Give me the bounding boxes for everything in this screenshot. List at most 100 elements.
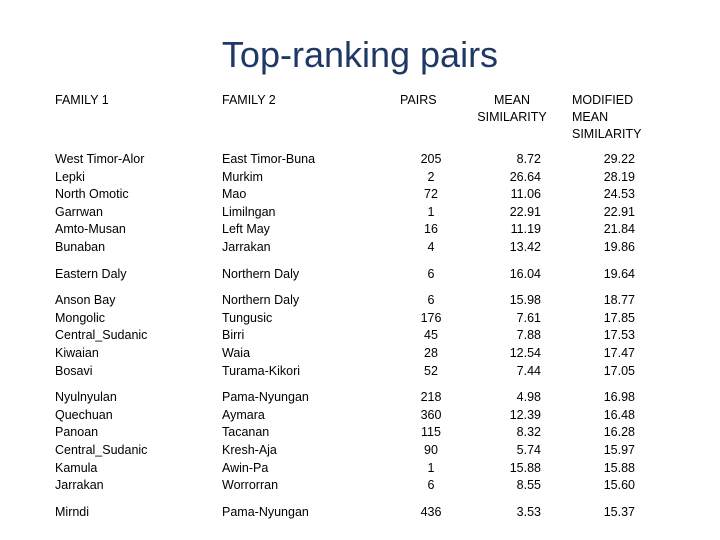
header-cell: PAIRS: [400, 93, 437, 107]
table-cell: 12.54: [509, 346, 541, 360]
table-cell: 26.64: [509, 169, 541, 184]
table-cell: Pama-Nyungan: [222, 390, 309, 405]
table-cell: 17.53: [603, 328, 635, 343]
table-cell: Mirndi: [55, 504, 90, 519]
table-cell: Worrorran: [222, 478, 279, 493]
header-cell: MEAN SIMILARITY: [477, 93, 547, 124]
table-cell: 1: [427, 204, 435, 219]
table-cell: Central_Sudanic: [55, 443, 148, 457]
table-cell: Kamula: [55, 460, 98, 475]
table-cell: Bunaban: [55, 240, 106, 254]
table-cell: 1: [427, 460, 435, 475]
table-cell: 115: [421, 425, 441, 440]
table-cell: 16: [424, 222, 438, 237]
table-cell: 90: [424, 443, 438, 457]
table-cell: Pama-Nyungan: [222, 504, 309, 519]
table-cell: Lepki: [55, 169, 85, 184]
table-cell: Anson Bay: [55, 293, 116, 308]
table-cell: 16.28: [603, 425, 635, 440]
table-cell: Central_Sudanic: [55, 328, 148, 343]
table-cell: Birri: [222, 328, 245, 343]
table-cell: 22.91: [603, 204, 635, 219]
slide-title: Top-ranking pairs: [221, 34, 499, 75]
table-cell: 72: [424, 187, 438, 202]
table-cell: Garrwan: [55, 204, 103, 219]
table-cell: Jarrakan: [55, 478, 104, 493]
table-cell: 17.85: [603, 310, 635, 325]
table-cell: 7.88: [516, 328, 541, 343]
table-cell: Jarrakan: [222, 240, 271, 254]
table-cell: Northern Daly: [222, 293, 300, 308]
table-cell: 8.32: [516, 425, 541, 440]
table-cell: Waia: [222, 346, 251, 360]
table-cell: 8.72: [516, 152, 541, 166]
table-cell: 21.84: [603, 222, 635, 237]
table-cell: Murkim: [222, 169, 263, 184]
table-cell: 8.55: [516, 478, 541, 493]
table-cell: Tacanan: [222, 425, 270, 440]
table-cell: 15.88: [509, 460, 541, 475]
table-cell: Awin-Pa: [222, 460, 269, 475]
table-cell: 17.05: [603, 363, 635, 378]
header-cell: MODIFIED MEAN SIMILARITY: [572, 93, 642, 141]
table-cell: Aymara: [222, 407, 265, 422]
table-cell: 16.98: [603, 390, 635, 405]
table-cell: Turama-Kikori: [222, 363, 301, 378]
table-cell: Quechuan: [55, 407, 113, 422]
table-cell: 28: [424, 346, 438, 360]
table-cell: 16.48: [603, 407, 635, 422]
table-cell: 15.98: [509, 293, 541, 308]
table-cell: 11.06: [510, 187, 541, 202]
table-cell: 15.37: [603, 504, 635, 519]
table-cell: Eastern Daly: [55, 266, 127, 281]
table-cell: 15.88: [603, 460, 635, 475]
table-cell: 18.77: [603, 293, 635, 308]
table-cell: Northern Daly: [222, 266, 300, 281]
table-cell: 13.42: [509, 240, 541, 254]
table-cell: 3.53: [516, 504, 541, 519]
table-cell: Left May: [222, 222, 270, 237]
table-cell: 19.86: [603, 240, 635, 254]
table-cell: Nyulnyulan: [55, 390, 117, 405]
table-cell: 6: [427, 478, 435, 493]
table-cell: Mongolic: [55, 310, 106, 325]
table-cell: 28.19: [603, 169, 635, 184]
table-cell: 4.98: [516, 390, 541, 405]
table-cell: 17.47: [603, 346, 635, 360]
table-cell: 52: [424, 363, 438, 378]
table-cell: 2: [427, 169, 435, 184]
table-cell: 205: [420, 152, 442, 166]
table-cell: Limilngan: [222, 204, 276, 219]
table-cell: Kresh-Aja: [222, 443, 277, 457]
table-cell: 15.60: [603, 478, 635, 493]
table-cell: Kiwaian: [55, 346, 99, 360]
table-cell: Mao: [222, 187, 247, 202]
table-cell: Bosavi: [55, 363, 93, 378]
table-cell: 16.04: [509, 266, 541, 281]
table-cell: 29.22: [603, 152, 635, 166]
table-cell: East Timor-Buna: [222, 152, 316, 166]
table-cell: West Timor-Alor: [55, 152, 145, 166]
table-cell: 45: [424, 328, 438, 343]
table-cell: 4: [427, 240, 435, 254]
table-cell: Tungusic: [222, 310, 273, 325]
table-cell: 218: [420, 390, 442, 405]
header-cell: FAMILY 2: [222, 93, 276, 107]
table-cell: 7.61: [516, 310, 541, 325]
header-cell: FAMILY 1: [55, 93, 109, 107]
table-cell: Panoan: [55, 425, 99, 440]
table-cell: 436: [420, 504, 442, 519]
table-cell: 360: [420, 407, 442, 422]
table-cell: 11.19: [510, 222, 541, 237]
table-cell: Amto-Musan: [55, 222, 126, 237]
table-cell: 5.74: [516, 443, 541, 457]
table-cell: 24.53: [603, 187, 635, 202]
table-cell: 6: [427, 266, 435, 281]
table-cell: 6: [427, 293, 435, 308]
table-cell: 7.44: [516, 363, 541, 378]
table-cell: North Omotic: [55, 187, 129, 202]
table-cell: 22.91: [509, 204, 541, 219]
table-cell: 15.97: [603, 443, 635, 457]
table-cell: 176: [420, 310, 442, 325]
